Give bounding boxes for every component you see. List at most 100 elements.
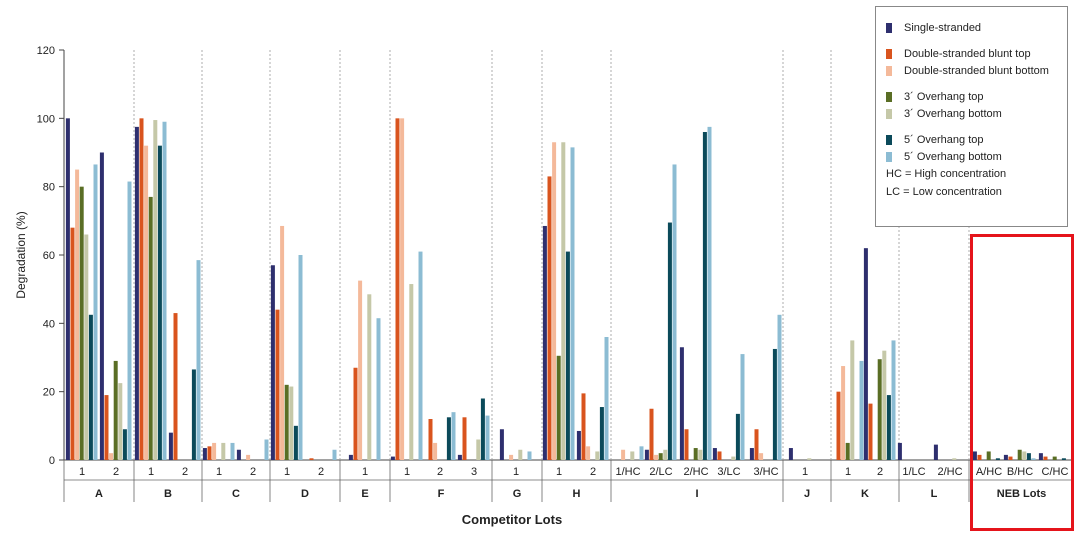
bar-F-1-s6	[418, 251, 423, 460]
x-tick-label: 2	[318, 466, 324, 478]
x-tick-label: 1	[404, 466, 410, 478]
bar-I-2-HC-s0	[679, 347, 684, 460]
bar-F-1-s4	[409, 284, 414, 460]
group-label: K	[861, 488, 869, 500]
bar-F-2-s1	[428, 419, 433, 460]
bar-F-3-s0	[457, 454, 462, 460]
legend-swatch	[886, 151, 892, 162]
bar-J-1-s4	[807, 458, 812, 460]
legend-swatch	[886, 65, 892, 76]
bar-D-1-s2	[280, 225, 285, 460]
bar-A-1-s0	[65, 118, 70, 460]
bar-A-2-s2	[109, 453, 114, 460]
legend-swatch	[886, 22, 892, 33]
y-tick-label: 100	[37, 113, 55, 125]
bar-D-1-s1	[275, 309, 280, 460]
bar-K-2-s3	[877, 359, 882, 460]
bar-B-1-s1	[139, 118, 144, 460]
bar-G-1-s0	[499, 429, 504, 460]
bar-F-1-s0	[390, 456, 395, 460]
bar-H-2-s2	[586, 446, 591, 460]
bar-NEB-Lots-A-HC-s5	[995, 458, 1000, 460]
bar-L-2-HC-s0	[933, 444, 938, 460]
bar-A-2-s5	[122, 429, 127, 460]
y-tick-label: 60	[43, 250, 55, 262]
bar-C-2-s6	[264, 439, 269, 460]
bar-H-1-s6	[570, 147, 575, 460]
bar-A-2-s0	[99, 152, 104, 460]
bar-I-3-LC-s4	[731, 456, 736, 460]
group-label: L	[931, 488, 938, 500]
legend-label: 3´ Overhang bottom	[904, 107, 1002, 120]
x-tick-label: 3/HC	[753, 466, 778, 478]
group-label: F	[438, 488, 445, 500]
bar-G-1-s6	[527, 451, 532, 460]
x-tick-label: 2	[250, 466, 256, 478]
bar-I-2-LC-s1	[649, 408, 654, 460]
bar-I-3-HC-s2	[759, 453, 764, 460]
bar-D-2-s1	[309, 458, 314, 460]
bar-I-2-LC-s2	[654, 454, 659, 460]
legend-label: 5´ Overhang top	[904, 133, 984, 146]
legend-entry: 5´ Overhang bottom	[886, 148, 1067, 165]
bar-NEB-Lots-B-HC-s6	[1031, 458, 1036, 460]
bar-I-2-HC-s1	[684, 429, 689, 460]
legend-entry: Double-stranded blunt bottom	[886, 62, 1067, 79]
bar-A-1-s6	[93, 164, 98, 461]
legend-note: HC = High concentration	[886, 168, 1007, 180]
x-tick-label: 1	[556, 466, 562, 478]
legend-entry: 3´ Overhang top	[886, 88, 1067, 105]
bar-L-1-LC-s0	[897, 442, 902, 460]
bar-F-1-s1	[395, 118, 400, 460]
bar-NEB-Lots-C-HC-s1	[1043, 456, 1048, 460]
legend-label: Double-stranded blunt bottom	[904, 64, 1049, 77]
bar-D-1-s3	[284, 384, 289, 460]
bar-I-3-LC-s5	[735, 413, 740, 460]
y-tick-label: 80	[43, 182, 55, 194]
bar-H-1-s3	[556, 355, 561, 460]
legend-swatch	[886, 108, 892, 119]
bar-K-1-s3	[845, 442, 850, 460]
x-tick-label: 2	[182, 466, 188, 478]
bar-NEB-Lots-A-HC-s1	[977, 454, 982, 460]
bar-H-2-s5	[599, 407, 604, 460]
bar-I-2-LC-s3	[658, 453, 663, 460]
bar-NEB-Lots-B-HC-s1	[1008, 456, 1013, 460]
x-tick-label: 2/HC	[683, 466, 708, 478]
y-tick-label: 0	[49, 455, 55, 467]
legend-entry: Single-stranded	[886, 19, 1067, 36]
x-tick-label: 2	[590, 466, 596, 478]
x-tick-label: 1	[148, 466, 154, 478]
bar-D-2-s6	[332, 449, 337, 460]
bar-I-2-LC-s0	[644, 449, 649, 460]
bar-I-3-HC-s0	[749, 448, 754, 460]
bar-NEB-Lots-A-HC-s3	[986, 451, 991, 460]
bar-I-2-HC-s3	[693, 448, 698, 460]
bar-I-1-HC-s6	[639, 446, 644, 460]
x-tick-label: 2/HC	[937, 466, 962, 478]
legend-swatch	[886, 48, 892, 59]
bar-K-2-s1	[868, 403, 873, 460]
x-tick-label: 1	[216, 466, 222, 478]
x-tick-label: A/HC	[976, 466, 1002, 478]
bar-K-2-s4	[882, 350, 887, 460]
bar-E-1-s6	[376, 318, 381, 460]
group-label: NEB Lots	[997, 488, 1047, 500]
bar-NEB-Lots-B-HC-s5	[1026, 453, 1031, 460]
legend-note: LC = Low concentration	[886, 186, 1002, 198]
bar-F-3-s5	[480, 398, 485, 460]
bar-B-1-s6	[162, 121, 167, 460]
bar-I-3-LC-s0	[712, 448, 717, 460]
legend-swatch	[886, 91, 892, 102]
bar-K-1-s1	[836, 391, 841, 460]
x-axis-title: Competitor Lots	[462, 512, 562, 527]
legend-entry: Double-stranded blunt top	[886, 45, 1067, 62]
bar-E-1-s2	[358, 280, 363, 460]
x-tick-label: 3/LC	[717, 466, 740, 478]
group-label: C	[232, 488, 240, 500]
bar-C-1-s4	[221, 442, 226, 460]
group-label: E	[361, 488, 368, 500]
x-tick-label: 1	[362, 466, 368, 478]
legend-label: 3´ Overhang top	[904, 90, 984, 103]
